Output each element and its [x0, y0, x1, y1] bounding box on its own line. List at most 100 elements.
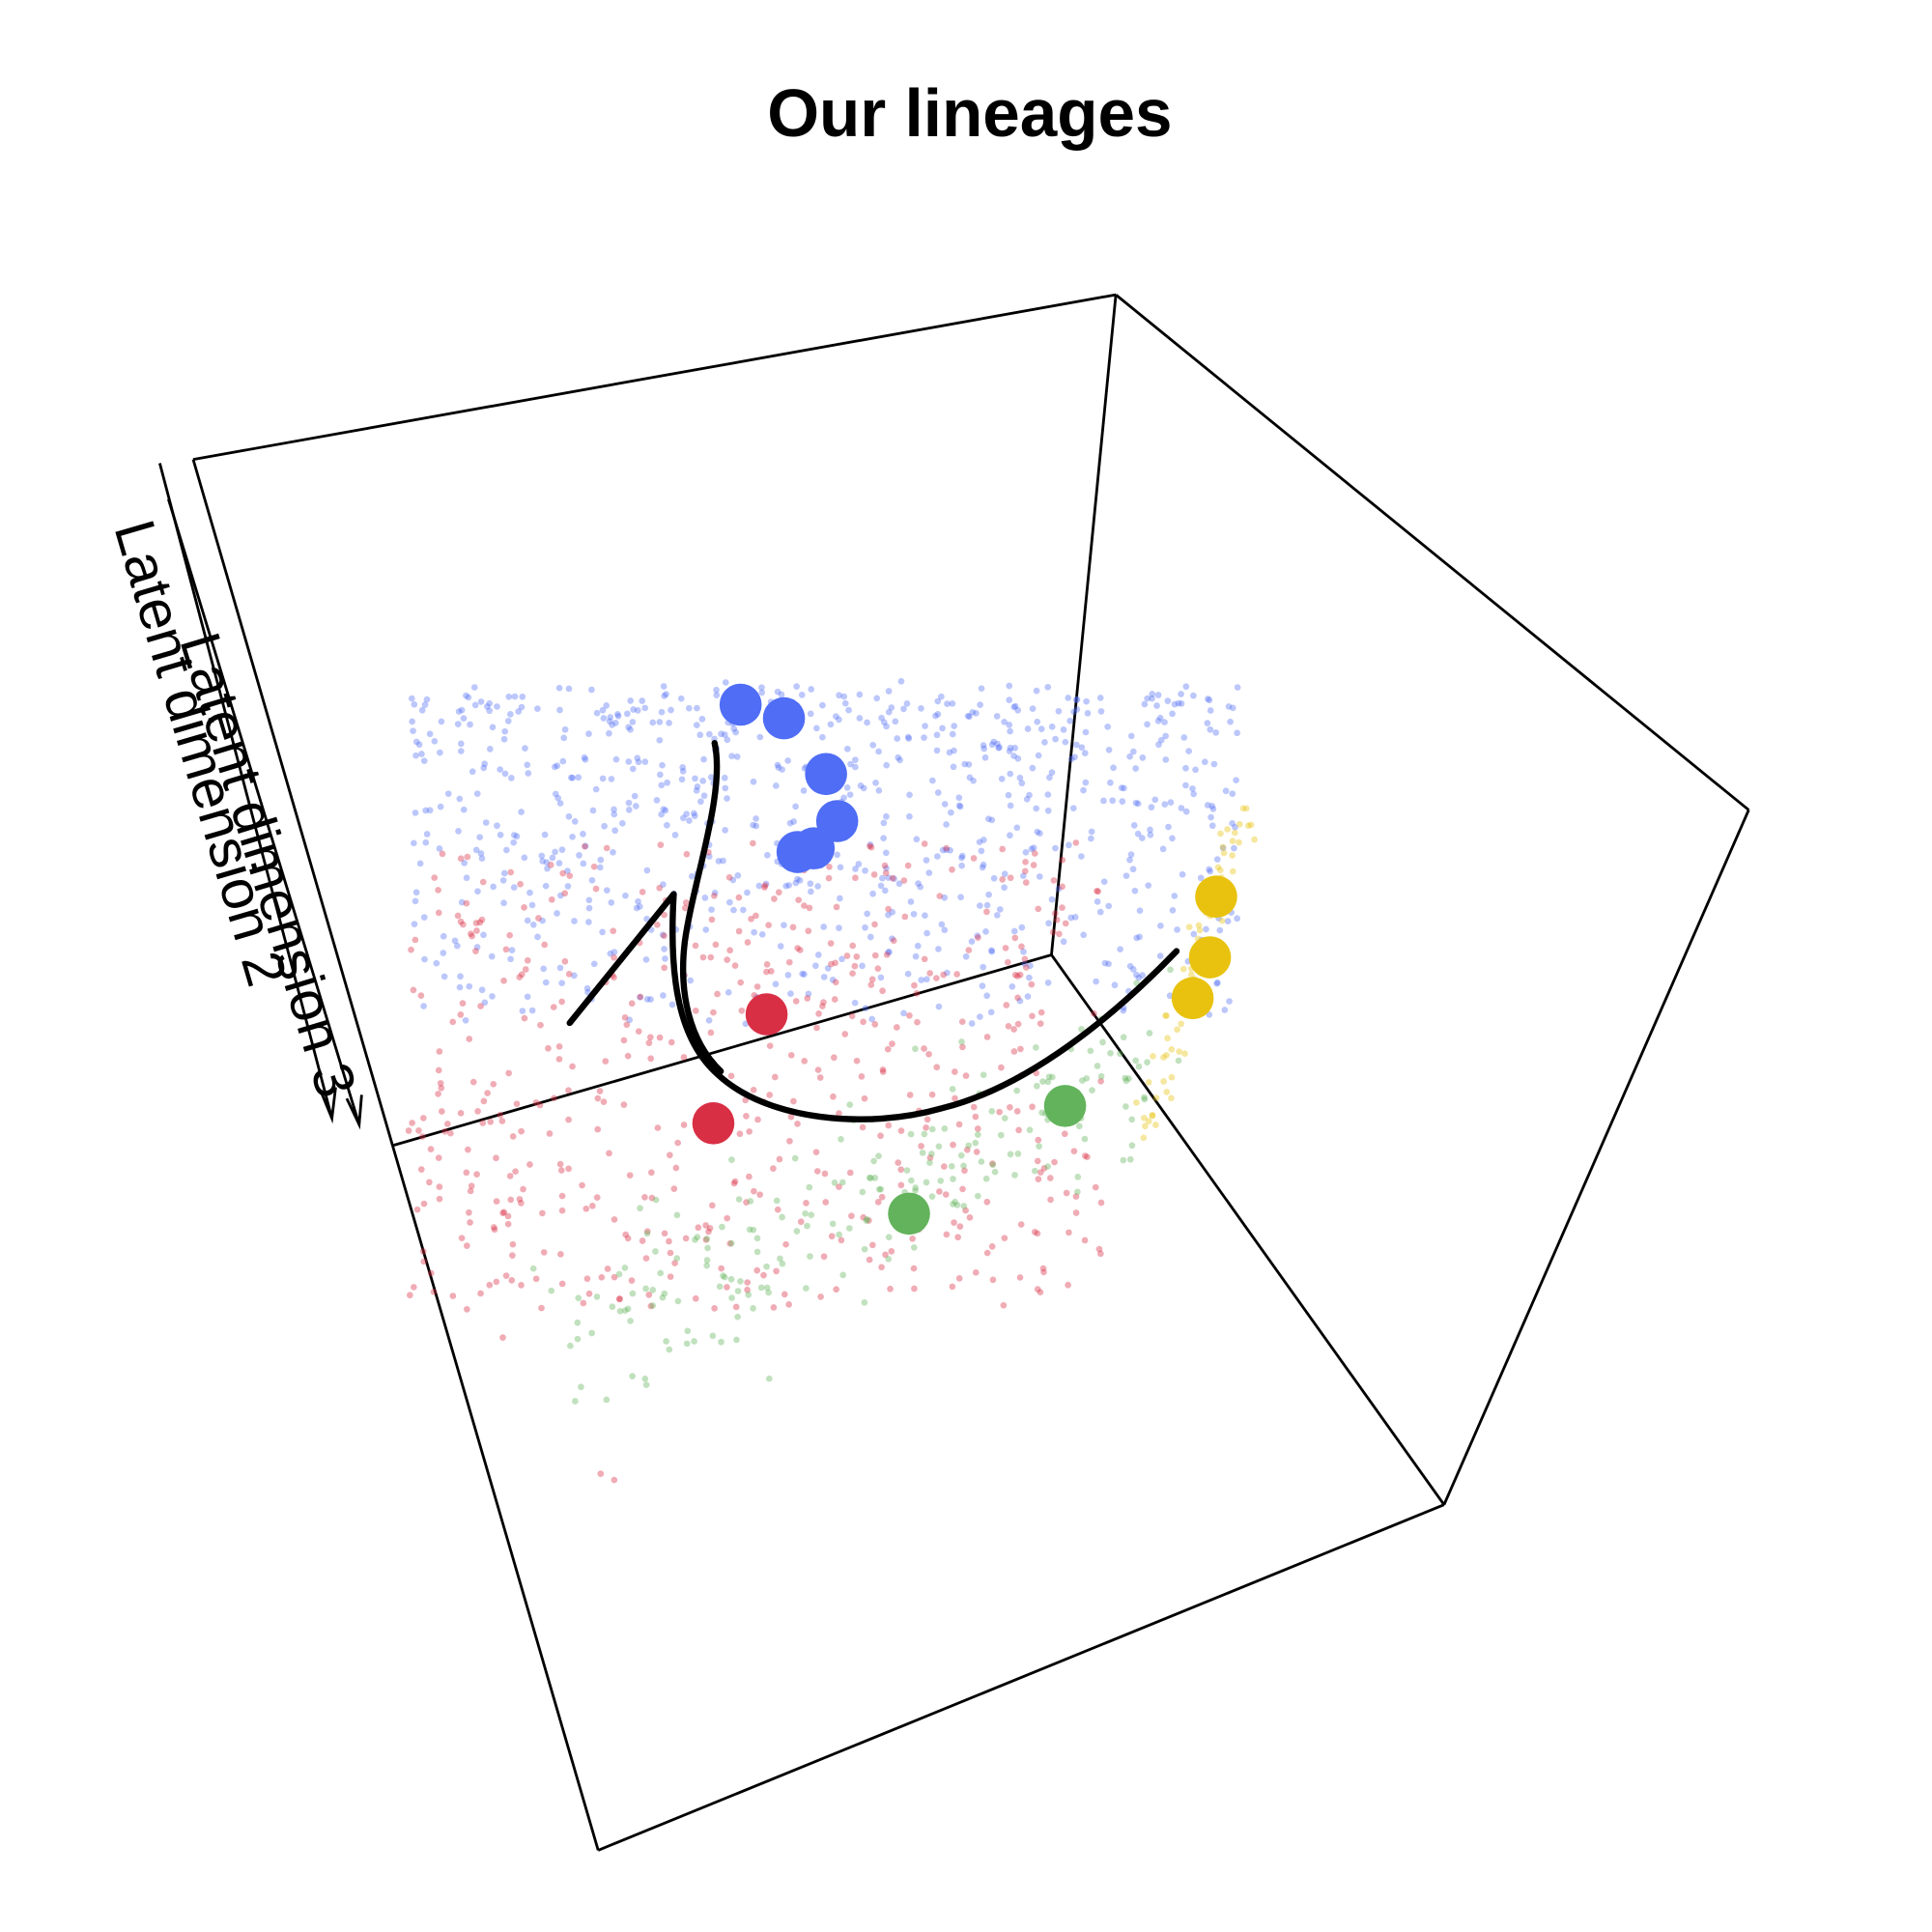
blue-cell-point [1207, 725, 1214, 733]
red-cell-point [754, 1116, 761, 1123]
blue-cell-point [1138, 835, 1146, 841]
blue-cell-point [585, 730, 592, 737]
blue-cell-point [1024, 725, 1032, 732]
green-cell-point [603, 1396, 611, 1404]
red-cell-point [933, 975, 940, 981]
blue-cell-point [906, 791, 913, 799]
blue-cell-point [639, 697, 646, 704]
blue-cell-point [1014, 754, 1022, 762]
blue-cell-point [779, 766, 785, 773]
blue-cell-point [1078, 744, 1086, 752]
red-cell-point [545, 1044, 552, 1052]
blue-cell-point [1121, 784, 1127, 792]
blue-cell-point [1155, 741, 1162, 749]
blue-cell-point [558, 980, 565, 987]
blue-cell-point [862, 1005, 869, 1012]
red-cell-point [439, 850, 446, 858]
blue-cell-point [857, 782, 865, 789]
blue-cell-point [528, 901, 536, 909]
green-cell-point [836, 1231, 842, 1238]
blue-cell-point [678, 776, 686, 783]
blue-cell-point [1107, 779, 1114, 786]
blue-cell-point [539, 917, 546, 924]
blue-cell-point [808, 686, 815, 693]
blue-cell-point [473, 944, 481, 951]
blue-cell-point [426, 807, 434, 814]
green-cell-point [1099, 1038, 1106, 1046]
blue-cell-point [1206, 1011, 1213, 1018]
centroid-marker [762, 696, 806, 740]
red-cell-point [878, 1264, 885, 1271]
blue-cell-point [625, 799, 633, 807]
red-cell-point [974, 1125, 981, 1132]
lineage-curve-branch-b [680, 740, 724, 1075]
green-cell-point [1120, 1034, 1127, 1041]
green-cell-point [777, 1255, 783, 1263]
blue-cell-point [877, 974, 885, 981]
red-cell-point [883, 952, 891, 958]
red-cell-point [668, 1038, 675, 1046]
blue-cell-point [481, 760, 488, 768]
blue-cell-point [800, 787, 808, 794]
red-cell-point [407, 1292, 413, 1299]
red-cell-point [1059, 883, 1065, 891]
yellow-cell-point [1185, 923, 1193, 930]
red-cell-point [409, 1120, 415, 1126]
green-cell-point [704, 1244, 711, 1252]
yellow-cell-point [1229, 838, 1236, 844]
green-cell-point [721, 1273, 728, 1281]
red-cell-point [1037, 1289, 1044, 1296]
blue-cell-point [1048, 895, 1056, 903]
blue-cell-point [1126, 856, 1133, 864]
red-cell-point [820, 999, 827, 1006]
red-cell-point [469, 1078, 477, 1086]
yellow-cell-point [1242, 805, 1250, 812]
blue-cell-point [702, 926, 710, 933]
blue-cell-point [658, 781, 666, 789]
blue-cell-point [724, 795, 730, 802]
red-cell-point [621, 1014, 629, 1021]
box-frame [191, 293, 1750, 1852]
blue-cell-point [457, 748, 465, 754]
green-cell-point [1011, 1172, 1018, 1179]
blue-cell-point [486, 707, 494, 715]
blue-cell-point [914, 942, 922, 950]
red-cell-point [435, 909, 442, 917]
blue-cell-point [956, 803, 964, 810]
blue-cell-point [720, 857, 726, 865]
blue-cell-point [585, 919, 592, 925]
blue-cell-point [1071, 914, 1079, 921]
red-cell-point [1050, 877, 1058, 884]
red-cell-point [1035, 1176, 1042, 1182]
blue-cell-point [718, 730, 724, 738]
red-cell-point [738, 1007, 746, 1014]
blue-cell-point [1131, 887, 1139, 895]
blue-cell-point [1060, 726, 1067, 733]
red-cell-point [537, 1021, 544, 1029]
blue-cell-point [679, 764, 687, 771]
yellow-cell-point [1236, 820, 1243, 828]
red-cell-point [1040, 1268, 1047, 1276]
green-cell-point [1074, 1174, 1082, 1180]
red-cell-point [1092, 1183, 1099, 1191]
green-cell-point [747, 1198, 754, 1205]
red-cell-point [1035, 905, 1042, 913]
blue-cell-point [1023, 795, 1031, 803]
blue-cell-point [707, 774, 715, 781]
blue-cell-point [1229, 790, 1236, 798]
blue-cell-point [1178, 700, 1185, 707]
red-cell-point [821, 1170, 829, 1178]
blue-cell-point [864, 910, 871, 918]
green-cell-point [574, 1335, 582, 1343]
blue-cell-point [812, 962, 819, 970]
red-cell-point [706, 1225, 714, 1232]
blue-cell-point [554, 762, 561, 770]
red-cell-point [1005, 958, 1011, 966]
red-cell-point [869, 1241, 876, 1249]
blue-cell-point [1201, 758, 1208, 766]
red-cell-point [711, 1305, 718, 1312]
red-cell-point [731, 962, 739, 969]
red-cell-point [645, 1039, 653, 1046]
red-cell-point [466, 1036, 473, 1042]
blue-cell-point [1161, 801, 1169, 809]
